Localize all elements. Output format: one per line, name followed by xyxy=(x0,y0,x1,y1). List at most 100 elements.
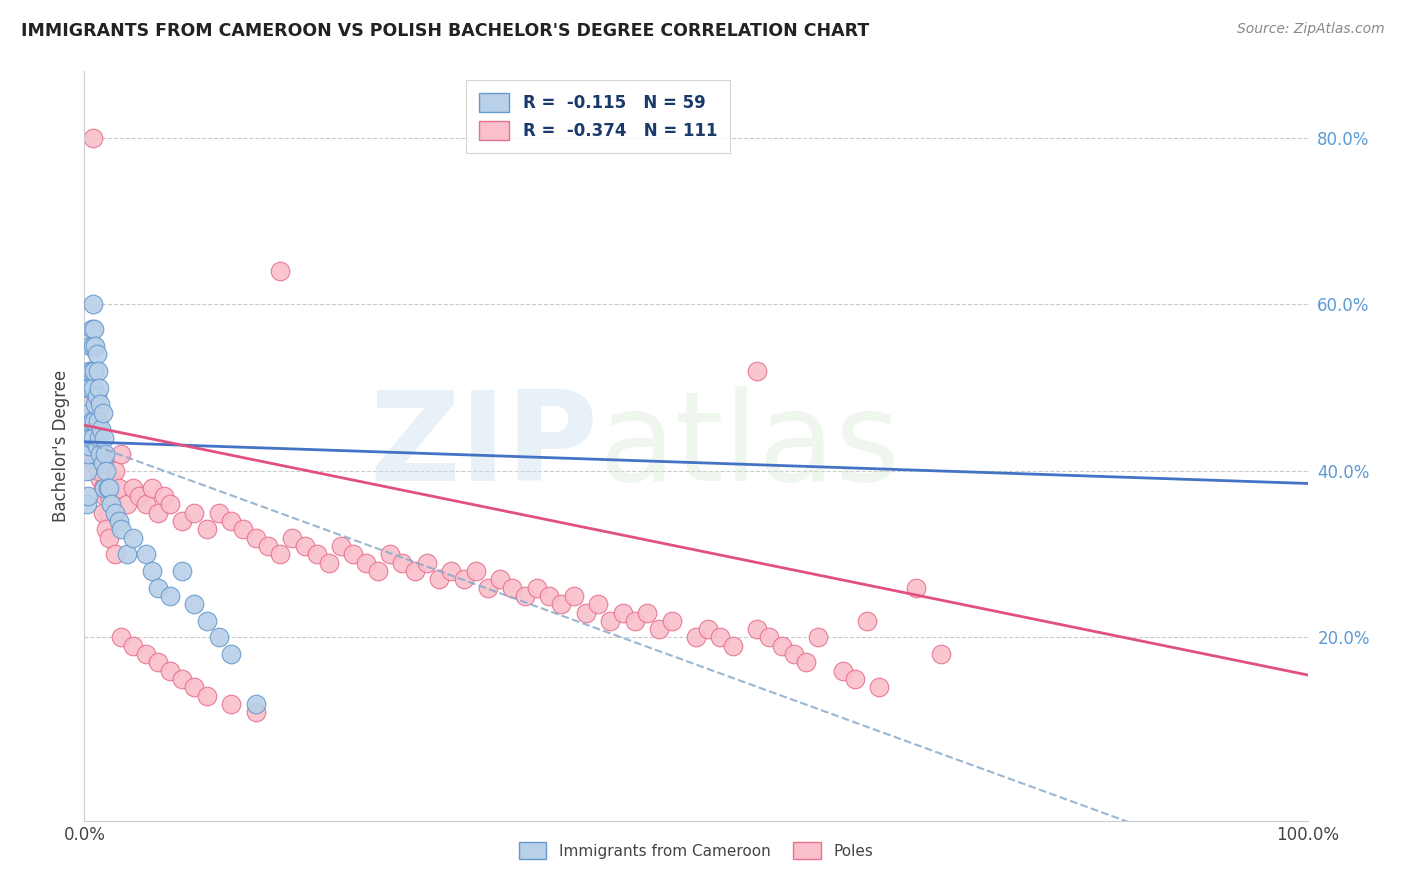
Point xyxy=(76,431,98,445)
Point xyxy=(122,481,145,495)
Point xyxy=(807,631,830,645)
Point xyxy=(82,439,104,453)
Point xyxy=(342,547,364,561)
Point xyxy=(87,381,110,395)
Point xyxy=(513,589,536,603)
Point xyxy=(159,497,181,511)
Point xyxy=(77,414,100,428)
Point xyxy=(84,339,107,353)
Point xyxy=(141,481,163,495)
Point xyxy=(82,339,104,353)
Point xyxy=(367,564,389,578)
Point xyxy=(91,481,114,495)
Point xyxy=(79,339,101,353)
Point xyxy=(869,681,891,695)
Point xyxy=(135,497,157,511)
Point xyxy=(77,381,100,395)
Point xyxy=(96,522,118,536)
Point xyxy=(721,639,744,653)
Point xyxy=(93,481,115,495)
Point xyxy=(77,439,100,453)
Point xyxy=(97,489,120,503)
Point xyxy=(427,572,450,586)
Point xyxy=(245,697,267,711)
Point xyxy=(96,472,118,486)
Point xyxy=(83,414,105,428)
Point xyxy=(77,406,100,420)
Point xyxy=(318,556,340,570)
Point xyxy=(648,622,671,636)
Point xyxy=(245,531,267,545)
Point xyxy=(89,472,111,486)
Point xyxy=(89,397,111,411)
Point xyxy=(97,481,120,495)
Point xyxy=(831,664,853,678)
Point xyxy=(219,647,242,661)
Point xyxy=(115,547,138,561)
Point xyxy=(330,539,353,553)
Point xyxy=(107,514,129,528)
Point xyxy=(80,414,103,428)
Point xyxy=(502,581,524,595)
Point xyxy=(87,414,110,428)
Point xyxy=(87,456,110,470)
Point xyxy=(208,631,231,645)
Point xyxy=(79,447,101,461)
Point xyxy=(685,631,707,645)
Point xyxy=(80,431,103,445)
Point xyxy=(905,581,928,595)
Point xyxy=(159,589,181,603)
Point xyxy=(115,497,138,511)
Point xyxy=(612,606,634,620)
Point xyxy=(77,414,100,428)
Point xyxy=(747,364,769,378)
Point xyxy=(562,589,585,603)
Point xyxy=(84,414,107,428)
Point xyxy=(219,697,242,711)
Point xyxy=(183,597,205,611)
Point xyxy=(76,464,98,478)
Point xyxy=(783,647,806,661)
Point xyxy=(83,431,105,445)
Text: atlas: atlas xyxy=(598,385,900,507)
Point xyxy=(257,539,280,553)
Point xyxy=(586,597,609,611)
Point xyxy=(90,422,112,436)
Point xyxy=(747,622,769,636)
Point xyxy=(477,581,499,595)
Point xyxy=(77,364,100,378)
Point xyxy=(86,389,108,403)
Point xyxy=(79,381,101,395)
Point xyxy=(599,614,621,628)
Point xyxy=(404,564,426,578)
Point xyxy=(135,647,157,661)
Point xyxy=(624,614,647,628)
Point xyxy=(661,614,683,628)
Point xyxy=(82,297,104,311)
Point xyxy=(89,447,111,461)
Point xyxy=(80,364,103,378)
Point xyxy=(294,539,316,553)
Point xyxy=(281,531,304,545)
Point xyxy=(122,531,145,545)
Point xyxy=(195,522,218,536)
Point xyxy=(104,506,127,520)
Point xyxy=(464,564,486,578)
Point xyxy=(86,447,108,461)
Point xyxy=(82,131,104,145)
Point xyxy=(76,431,98,445)
Point xyxy=(82,431,104,445)
Point xyxy=(929,647,952,661)
Point xyxy=(416,556,439,570)
Point xyxy=(697,622,720,636)
Point xyxy=(159,664,181,678)
Point xyxy=(453,572,475,586)
Point xyxy=(153,489,176,503)
Point xyxy=(172,564,194,578)
Point xyxy=(104,547,127,561)
Point xyxy=(269,264,291,278)
Point xyxy=(110,522,132,536)
Point xyxy=(82,439,104,453)
Point xyxy=(100,472,122,486)
Point xyxy=(86,447,108,461)
